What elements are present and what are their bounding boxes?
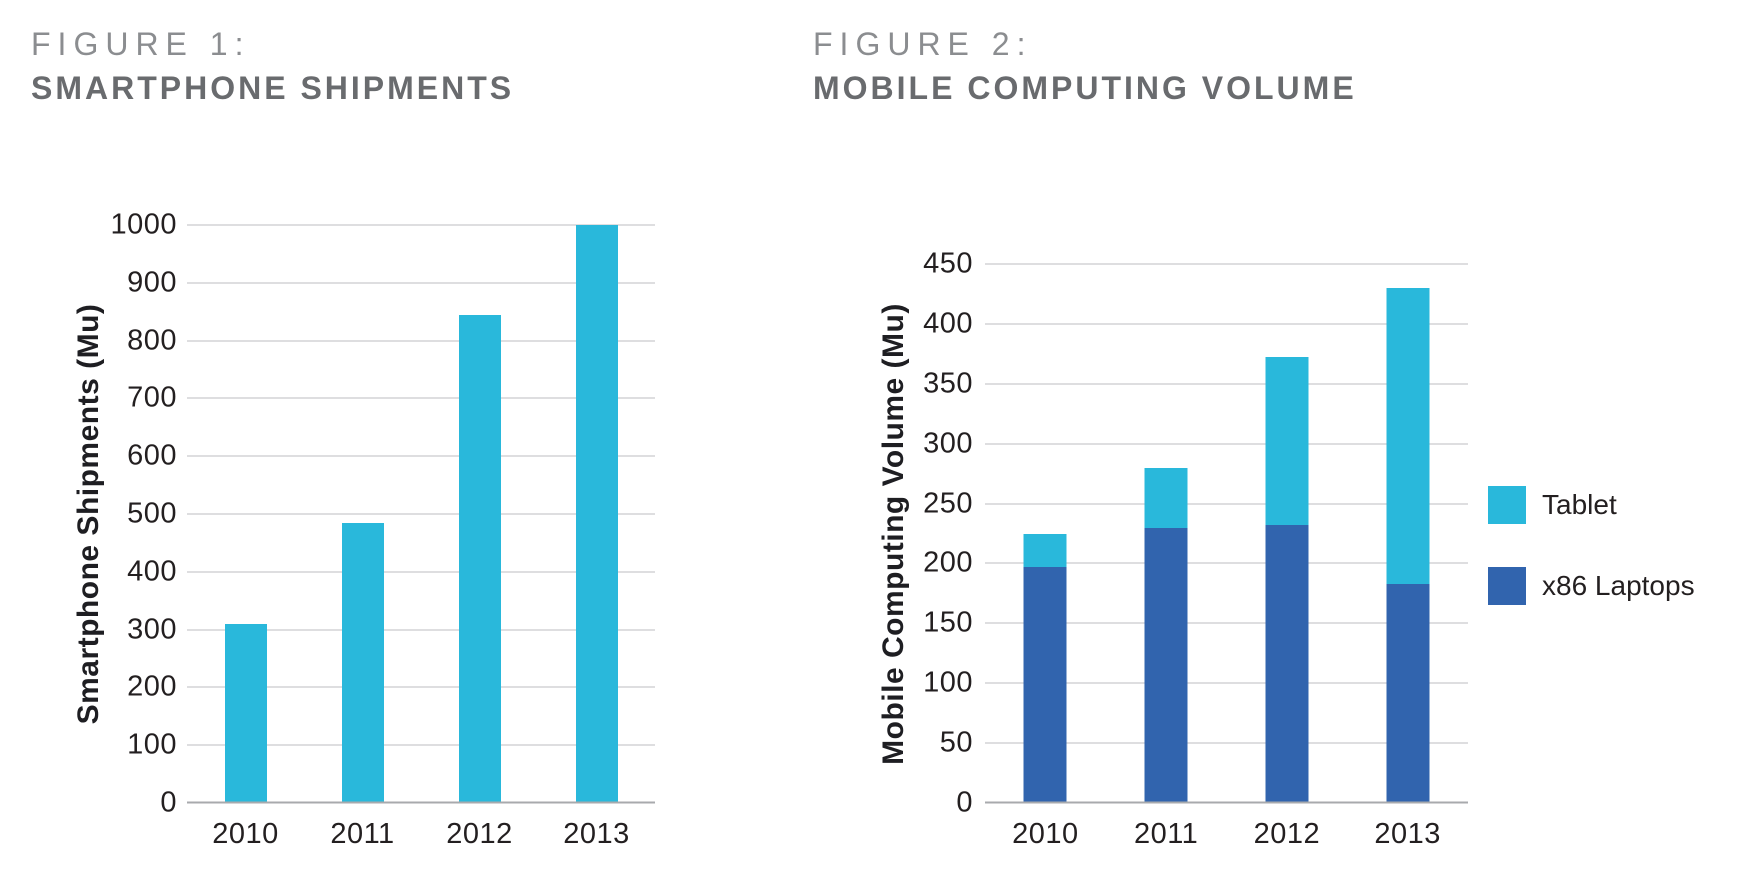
legend-item-tablet: Tablet [1488, 486, 1695, 524]
gridline-200 [985, 562, 1468, 564]
gridline-400 [985, 323, 1468, 325]
x-tick-label-2010: 2010 [1012, 818, 1079, 850]
bar-2011 [341, 522, 384, 803]
bar-segment-2010-value [224, 623, 267, 803]
gridline-300 [985, 443, 1468, 445]
y-tick-label-300: 300 [923, 427, 973, 460]
figure-2-x-axis-labels: 2010 2011 2012 2013 [985, 818, 1468, 851]
y-tick-label-500: 500 [127, 497, 177, 530]
y-tick-label-0: 0 [160, 786, 177, 819]
y-tick-label-450: 450 [923, 247, 973, 280]
tablet-swatch-icon [1488, 486, 1526, 524]
gridline-600 [187, 455, 655, 457]
bar-2010 [1023, 533, 1067, 804]
y-tick-label-400: 400 [923, 307, 973, 340]
gridline-500 [187, 513, 655, 515]
x86-laptops-swatch-icon [1488, 567, 1526, 605]
figure-1-plot-area [187, 224, 655, 804]
figure-1-x-axis-labels: 2010 2011 2012 2013 [187, 818, 655, 851]
y-tick-label-900: 900 [127, 266, 177, 299]
figure-1-y-axis-ticks: 0 100 200 300 400 500 600 700 800 900 1000 [40, 210, 177, 817]
bar-2013 [1386, 287, 1430, 803]
figure-2-header: FIGURE 2: MOBILE COMPUTING VOLUME [813, 22, 1357, 110]
gridline-450 [985, 263, 1468, 265]
legend-label-tablet: Tablet [1542, 489, 1617, 520]
y-tick-label-100: 100 [923, 666, 973, 699]
gridline-0 [985, 801, 1468, 804]
bar-segment-2011-value [341, 522, 384, 803]
bar-segment-2011-x86 Laptops [1144, 527, 1188, 803]
bar-2013 [575, 225, 618, 803]
bar-segment-2012-Tablet [1265, 357, 1309, 526]
x-tick-label-2011: 2011 [330, 818, 395, 850]
y-tick-label-300: 300 [127, 613, 177, 646]
y-tick-label-400: 400 [127, 555, 177, 588]
gridline-800 [187, 340, 655, 342]
figure-1-header: FIGURE 1: SMARTPHONE SHIPMENTS [31, 22, 514, 110]
y-tick-label-800: 800 [127, 324, 177, 357]
gridline-900 [187, 282, 655, 284]
bar-segment-2013-x86 Laptops [1386, 583, 1430, 803]
bar-segment-2010-x86 Laptops [1023, 567, 1067, 803]
gridline-1000 [187, 224, 655, 226]
bar-2012 [458, 314, 501, 803]
bar-2011 [1144, 467, 1188, 803]
bar-segment-2013-Tablet [1386, 287, 1430, 584]
x-tick-label-2012: 2012 [1253, 818, 1321, 850]
x-tick-label-2013: 2013 [563, 818, 630, 850]
bar-segment-2012-value [458, 314, 501, 803]
gridline-100 [187, 744, 655, 746]
bar-2012 [1265, 357, 1309, 803]
bar-segment-2012-x86 Laptops [1265, 525, 1309, 803]
gridline-100 [985, 682, 1468, 684]
gridline-150 [985, 622, 1468, 624]
y-tick-label-50: 50 [939, 726, 973, 759]
y-tick-label-200: 200 [923, 546, 973, 579]
bar-segment-2011-Tablet [1144, 467, 1188, 528]
legend-label-x86-laptops: x86 Laptops [1542, 570, 1695, 601]
figure-1-title: SMARTPHONE SHIPMENTS [31, 70, 515, 106]
figure-2-legend: Tablet x86 Laptops [1488, 486, 1695, 648]
y-tick-label-200: 200 [127, 670, 177, 703]
y-tick-label-700: 700 [127, 381, 177, 414]
gridline-0 [187, 801, 655, 804]
figure-1-label: FIGURE 1: [31, 26, 251, 62]
y-tick-label-250: 250 [923, 487, 973, 520]
y-tick-label-600: 600 [127, 439, 177, 472]
gridline-300 [187, 629, 655, 631]
gridline-250 [985, 503, 1468, 505]
figure-2-plot-area [985, 263, 1468, 804]
bar-2010 [224, 623, 267, 803]
x-tick-label-2010: 2010 [212, 818, 279, 850]
y-tick-label-350: 350 [923, 367, 973, 400]
y-tick-label-150: 150 [923, 606, 973, 639]
y-tick-label-100: 100 [127, 728, 177, 761]
gridline-700 [187, 397, 655, 399]
gridline-50 [985, 742, 1468, 744]
x-tick-label-2013: 2013 [1374, 818, 1441, 850]
x-tick-label-2012: 2012 [446, 818, 513, 850]
figure-2-y-axis-ticks: 0 50 100 150 200 250 300 350 400 450 [840, 249, 973, 817]
gridline-400 [187, 571, 655, 573]
figure-2-title: MOBILE COMPUTING VOLUME [813, 70, 1357, 106]
gridline-350 [985, 383, 1468, 385]
legend-item-x86-laptops: x86 Laptops [1488, 567, 1695, 605]
bar-segment-2013-value [575, 225, 618, 803]
figure-2-label: FIGURE 2: [813, 26, 1033, 62]
bar-segment-2010-Tablet [1023, 533, 1067, 568]
y-tick-label-1000: 1000 [110, 208, 177, 241]
gridline-200 [187, 686, 655, 688]
y-tick-label-0: 0 [956, 786, 973, 819]
x-tick-label-2011: 2011 [1133, 818, 1199, 850]
